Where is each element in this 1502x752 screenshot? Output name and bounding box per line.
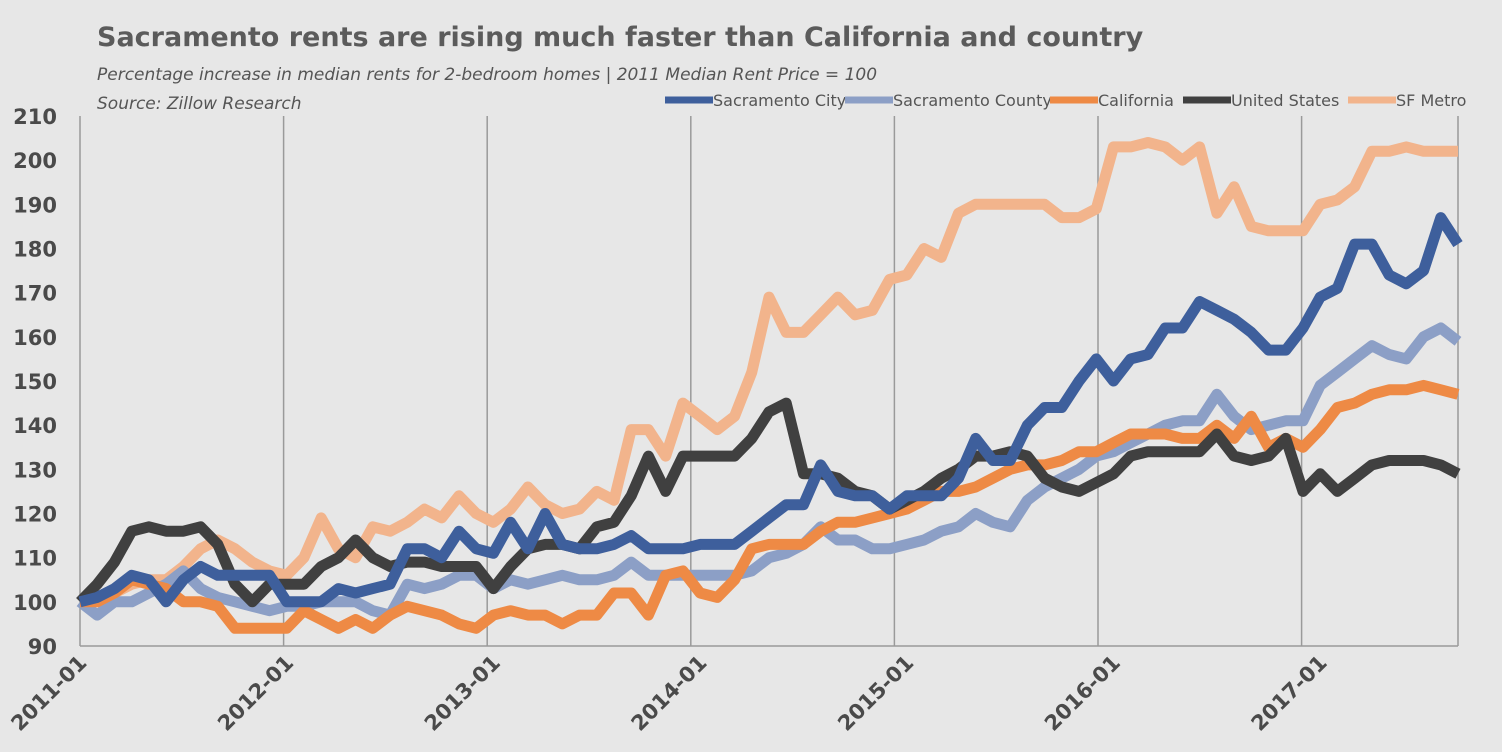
y-tick-label: 200	[13, 149, 57, 173]
series-line-sf-metro	[78, 137, 1458, 608]
series-line-california	[80, 379, 1460, 634]
legend: Sacramento City Sacramento County Californ…	[665, 91, 1466, 110]
y-tick-label: 210	[13, 105, 57, 129]
series-line-united-states	[76, 397, 1461, 608]
chart-subtitle: Percentage increase in median rents for …	[97, 65, 877, 85]
legend-label: California	[1098, 91, 1174, 110]
y-tick-label: 90	[28, 635, 57, 659]
y-tick-label: 110	[13, 547, 57, 571]
y-tick-label: 180	[13, 238, 57, 262]
y-tick-label: 160	[13, 326, 57, 350]
y-tick-label: 130	[13, 458, 57, 482]
y-tick-label: 100	[13, 591, 57, 615]
y-axis-ticks: 210 200 190 180 170 160 150 140 130 120 110 100 90	[13, 105, 57, 659]
y-tick-label: 190	[13, 193, 57, 217]
chart-source: Source: Zillow Research	[97, 94, 302, 114]
series-lines	[76, 137, 1463, 634]
legend-label: Sacramento County	[893, 91, 1052, 110]
y-tick-label: 150	[13, 370, 57, 394]
chart-title: Sacramento rents are rising much faster …	[97, 22, 1144, 53]
grid-lines	[79, 116, 1459, 647]
series-line-sacramento-city	[78, 212, 1463, 608]
y-tick-label: 140	[13, 414, 57, 438]
legend-label: Sacramento City	[713, 91, 846, 110]
legend-label: United States	[1231, 91, 1339, 110]
legend-label: SF Metro	[1396, 91, 1466, 110]
y-tick-label: 170	[13, 282, 57, 306]
y-tick-label: 120	[13, 503, 57, 527]
